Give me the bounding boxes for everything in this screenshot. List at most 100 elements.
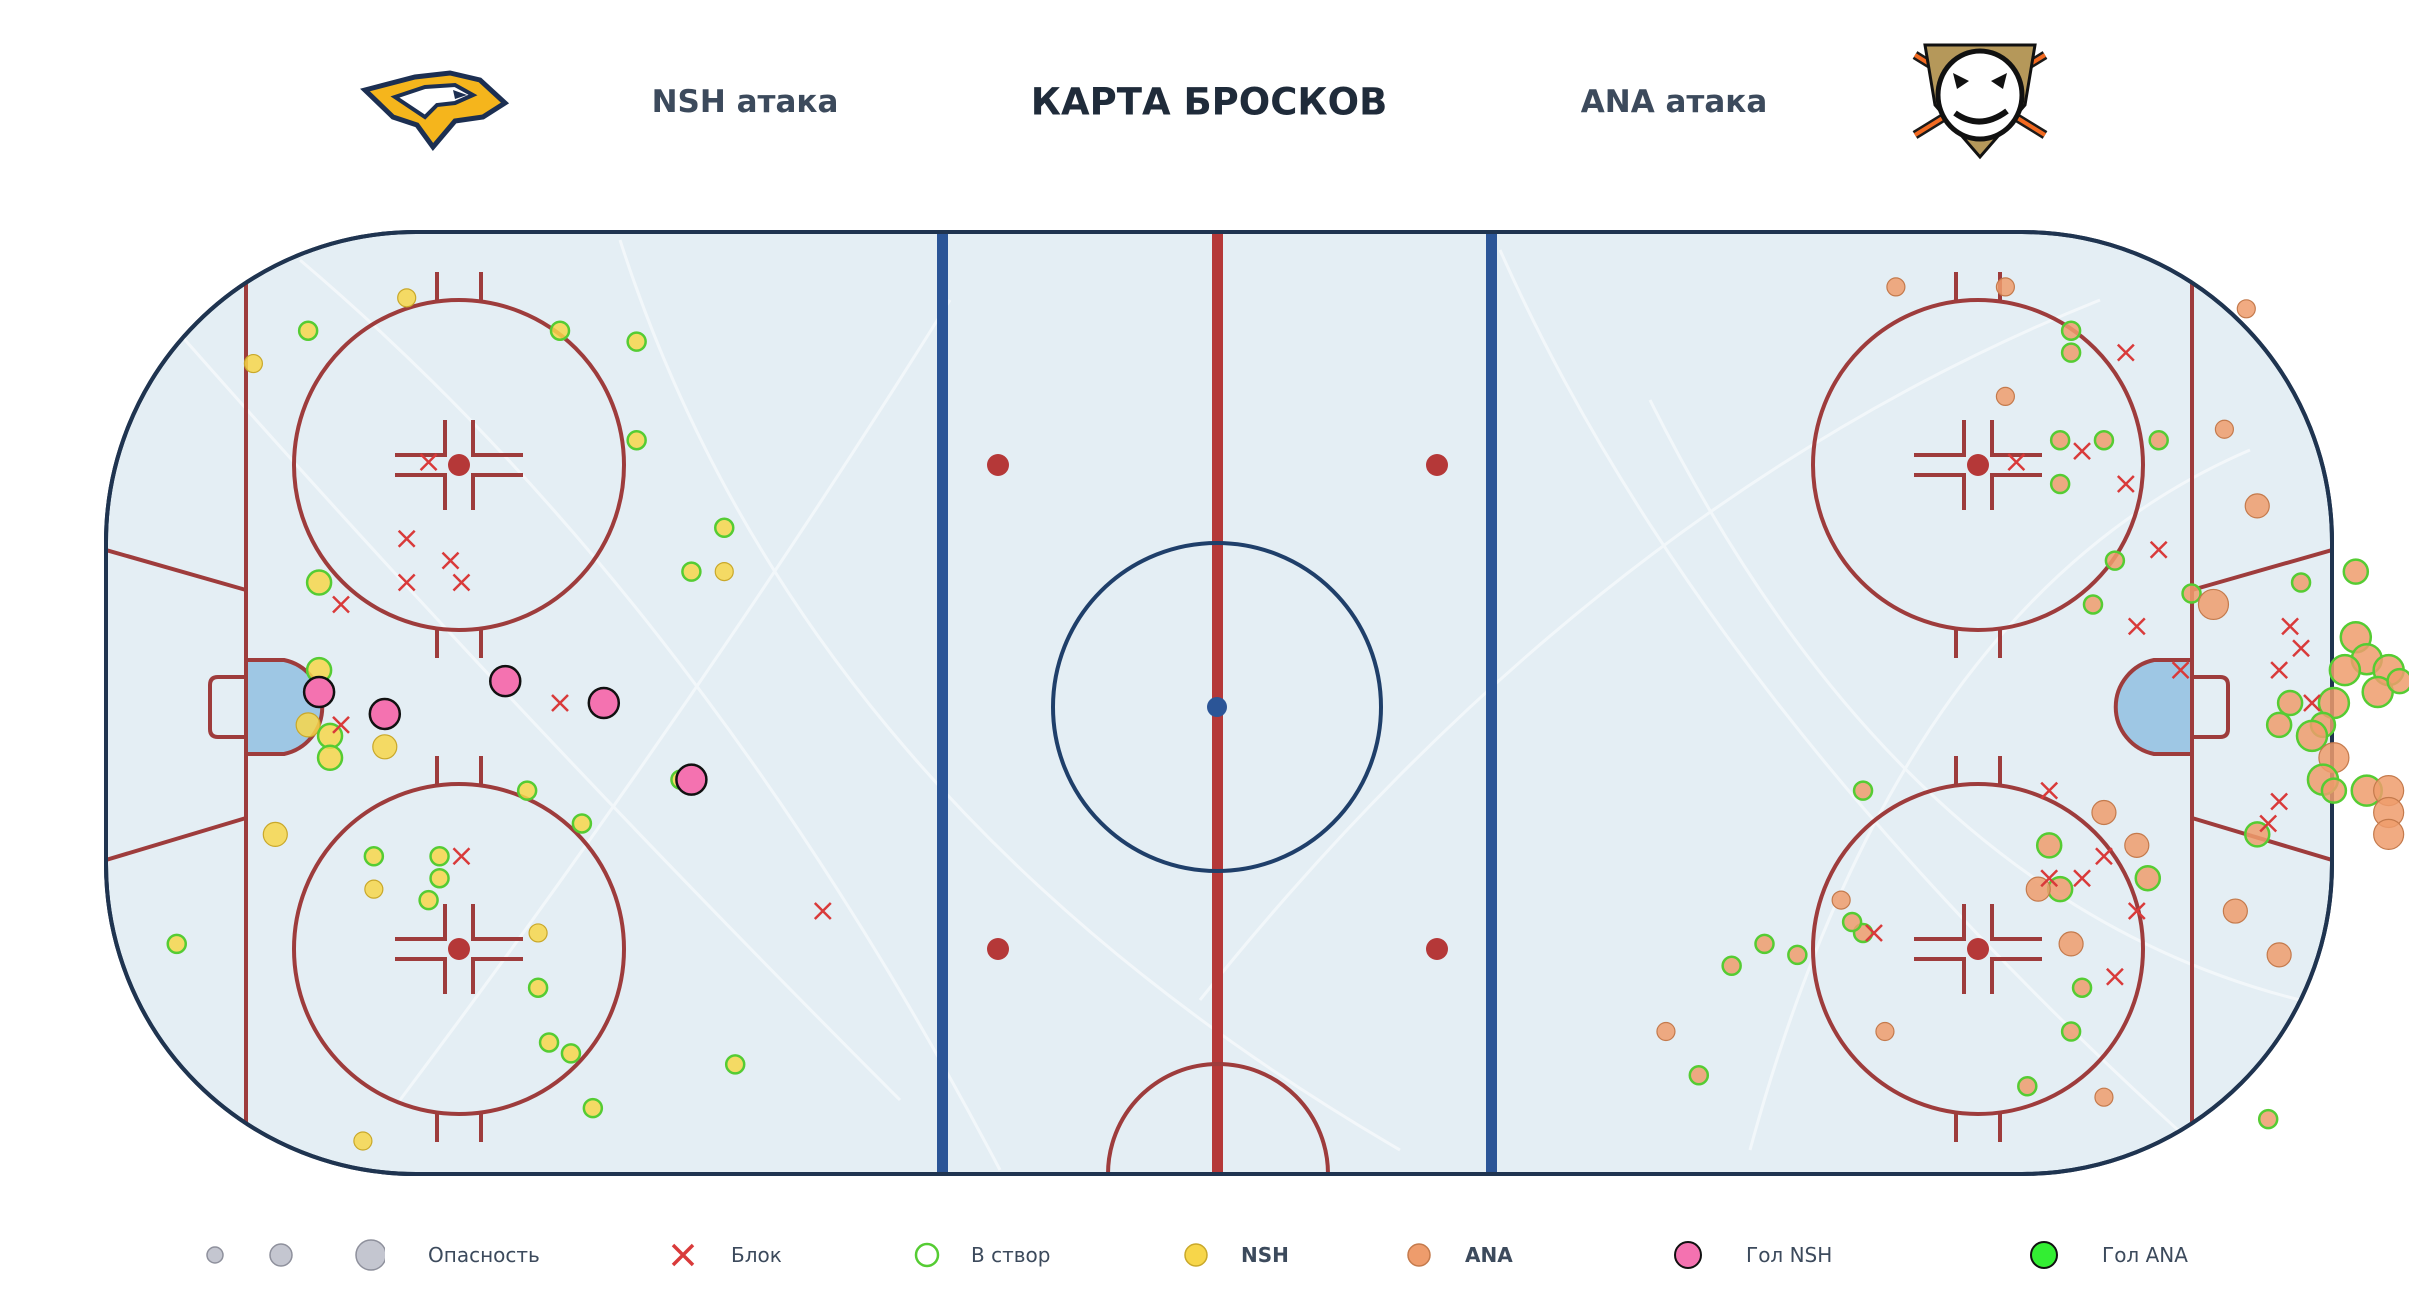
- shot-on-target-marker: [681, 561, 702, 582]
- header: NSH атака КАРТА БРОСКОВ ANA атака: [0, 0, 2409, 200]
- faceoff-circles: [292, 298, 2145, 1116]
- shot-on-target-marker: [571, 813, 593, 834]
- shot-on-target-marker: [2320, 777, 2348, 804]
- block-marker: [397, 573, 416, 592]
- left-blue-line: [937, 232, 948, 1174]
- shot-marker: [2124, 832, 2150, 858]
- right-blue-line: [1486, 232, 1497, 1174]
- legend-danger-label: Опасность: [428, 1243, 540, 1267]
- shot-marker: [2214, 419, 2234, 439]
- shot-marker: [2244, 493, 2270, 519]
- shot-on-target-marker: [2071, 977, 2093, 998]
- legend-on-target-label: В створ: [971, 1243, 1051, 1267]
- shot-marker: [2094, 1087, 2114, 1107]
- shot-marker: [1831, 890, 1851, 910]
- goal-ana-dot-icon: [2030, 1241, 2058, 1269]
- block-marker: [2007, 453, 2026, 471]
- shot-marker: [2236, 299, 2256, 319]
- shot-on-target-marker: [1841, 911, 1863, 933]
- block-marker: [2127, 617, 2146, 636]
- shot-marker: [2197, 588, 2230, 621]
- goal-marker: [675, 763, 708, 796]
- shot-marker: [262, 821, 288, 848]
- shot-marker: [1656, 1021, 1676, 1042]
- shot-on-target-marker: [297, 320, 319, 341]
- ana-dot-icon: [1407, 1243, 1431, 1267]
- shot-on-target-marker: [1754, 933, 1775, 955]
- shot-on-target-marker: [316, 744, 344, 771]
- block-marker: [332, 716, 350, 734]
- shot-marker: [397, 288, 417, 308]
- shot-on-target-marker: [166, 933, 187, 955]
- shot-on-target-marker: [2328, 653, 2362, 687]
- shot-marker: [2222, 898, 2248, 924]
- shot-marker: [2091, 799, 2117, 826]
- faceoff-hashes: [395, 272, 2042, 1142]
- block-marker: [2040, 869, 2059, 888]
- shot-marker: [243, 353, 263, 374]
- shot-on-target-marker: [516, 780, 538, 801]
- goal-nsh-dot-icon: [1674, 1241, 1702, 1269]
- legend-ana: ANA: [1404, 1225, 1513, 1285]
- shots-layer: [166, 277, 2409, 1151]
- nsh-dot-icon: [1184, 1243, 1208, 1267]
- shot-on-target-marker: [2049, 429, 2071, 451]
- block-marker: [1865, 924, 1883, 942]
- goal-marker: [489, 664, 522, 698]
- shot-marker: [364, 879, 384, 899]
- shot-marker: [1995, 277, 2016, 297]
- shot-on-target-marker: [1721, 955, 1742, 977]
- legend-goal-nsh: Гол NSH: [1671, 1225, 1832, 1285]
- shot-on-target-marker: [2181, 583, 2202, 604]
- shot-on-target-marker: [2265, 711, 2293, 739]
- nashville-predators-logo-icon: [360, 70, 510, 152]
- shot-on-target-marker: [626, 331, 647, 352]
- block-marker: [419, 453, 438, 471]
- block-marker: [397, 529, 416, 548]
- shot-marker: [1995, 386, 2016, 406]
- center-dot: [1207, 697, 1227, 717]
- shot-marker: [295, 712, 321, 738]
- shot-on-target-marker: [2386, 667, 2409, 695]
- shot-on-target-marker: [1787, 944, 1808, 966]
- shot-marker: [353, 1131, 373, 1151]
- shot-marker: [372, 734, 398, 760]
- on-target-ring-icon: [914, 1242, 940, 1268]
- shot-on-target-marker: [714, 517, 735, 539]
- shot-on-target-marker: [2017, 1076, 2038, 1097]
- shot-on-target-marker: [363, 846, 385, 867]
- nsh-attack-label: NSH атака: [651, 84, 839, 120]
- legend-goal-ana-label: Гол ANA: [2102, 1243, 2188, 1267]
- block-marker: [2116, 343, 2135, 362]
- legend-goal-nsh-label: Гол NSH: [1746, 1243, 1833, 1267]
- shot-on-target-marker: [2276, 689, 2304, 717]
- ice-scratches: [148, 239, 2301, 1171]
- shot-on-target-marker: [1852, 780, 1874, 801]
- legend-ana-label: ANA: [1465, 1243, 1513, 1267]
- left-goal-net: [208, 675, 246, 739]
- shot-on-target-marker: [2060, 320, 2082, 341]
- right-goal-crease: [2113, 658, 2194, 756]
- block-marker: [2303, 694, 2321, 712]
- legend-goal-ana: Гол ANA: [2027, 1225, 2188, 1285]
- shot-on-target-marker: [429, 846, 450, 867]
- shot-on-target-marker: [2295, 719, 2329, 753]
- shot-on-target-marker: [549, 320, 571, 341]
- goal-marker: [302, 675, 336, 709]
- shot-on-target-marker: [2148, 429, 2169, 451]
- shot-marker: [1886, 277, 1906, 297]
- legend-nsh: NSH: [1181, 1225, 1289, 1285]
- shot-on-target-marker: [560, 1043, 582, 1064]
- shot-on-target-marker: [724, 1054, 746, 1075]
- block-marker: [2281, 617, 2299, 636]
- shot-on-target-marker: [2134, 864, 2161, 892]
- block-marker: [2127, 902, 2146, 920]
- legend-danger: Опасность: [205, 1225, 540, 1285]
- goal-marker: [587, 686, 621, 720]
- block-marker: [2149, 540, 2168, 559]
- legend-nsh-label: NSH: [1241, 1243, 1289, 1267]
- block-marker: [2040, 781, 2059, 800]
- block-marker: [551, 694, 569, 712]
- shot-marker: [2266, 942, 2292, 968]
